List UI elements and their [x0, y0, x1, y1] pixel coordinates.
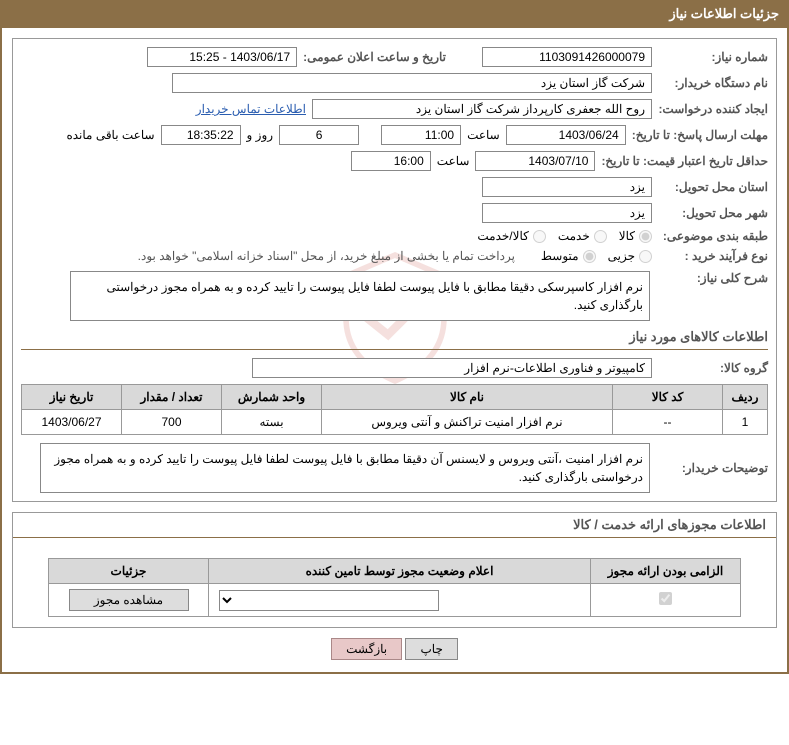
permit-title: اطلاعات مجوزهای ارائه خدمت / کالا: [13, 513, 776, 538]
cat-service-label: خدمت: [558, 229, 590, 243]
payment-note: پرداخت تمام یا بخشی از مبلغ خرید، از محل…: [138, 249, 515, 263]
remaining-time: 18:35:22: [161, 125, 241, 145]
th-qty: تعداد / مقدار: [122, 385, 222, 410]
goods-section-title: اطلاعات کالاهای مورد نیاز: [21, 329, 768, 350]
goods-table: ردیف کد کالا نام کالا واحد شمارش تعداد /…: [21, 384, 768, 435]
th-date: تاریخ نیاز: [22, 385, 122, 410]
view-permit-button[interactable]: مشاهده مجوز: [69, 589, 189, 611]
buyer-note-field: نرم افزار امنیت ،آنتی ویروس و لایسنس آن …: [40, 443, 650, 493]
permit-row: مشاهده مجوز: [49, 584, 741, 617]
remaining-label: ساعت باقی مانده: [66, 128, 154, 142]
th-status: اعلام وضعیت مجوز توسط تامین کننده: [209, 559, 591, 584]
need-no-field: 1103091426000079: [482, 47, 652, 67]
th-unit: واحد شمارش: [222, 385, 322, 410]
td-date: 1403/06/27: [22, 410, 122, 435]
cat-service-option[interactable]: خدمت: [558, 229, 607, 243]
cat-gs-radio[interactable]: [533, 230, 546, 243]
cat-gs-label: کالا/خدمت: [477, 229, 528, 243]
requester-field: روح الله جعفری کارپرداز شرکت گاز استان ی…: [312, 99, 652, 119]
td-unit: بسته: [222, 410, 322, 435]
requester-label: ایجاد کننده درخواست:: [658, 102, 768, 116]
info-box: شماره نیاز: 1103091426000079 تاریخ و ساع…: [12, 38, 777, 502]
days-field: 6: [279, 125, 359, 145]
th-mandatory: الزامی بودن ارائه مجوز: [591, 559, 741, 584]
city-label: شهر محل تحویل:: [658, 206, 768, 220]
validity-date: 1403/07/10: [475, 151, 595, 171]
validity-label: حداقل تاریخ اعتبار قیمت: تا تاریخ:: [601, 154, 768, 168]
process-label: نوع فرآیند خرید :: [658, 249, 768, 263]
proc-partial-label: جزیی: [608, 249, 635, 263]
td-mandatory: [591, 584, 741, 617]
td-name: نرم افزار امنیت تراکنش و آنتی ویروس: [322, 410, 613, 435]
goods-group-field: کامپیوتر و فناوری اطلاعات-نرم افزار: [252, 358, 652, 378]
province-field: یزد: [482, 177, 652, 197]
permit-panel: اطلاعات مجوزهای ارائه خدمت / کالا الزامی…: [12, 512, 777, 628]
province-label: استان محل تحویل:: [658, 180, 768, 194]
cat-service-radio[interactable]: [594, 230, 607, 243]
cat-goods-label: کالا: [619, 229, 635, 243]
td-status: [209, 584, 591, 617]
permit-table: الزامی بودن ارائه مجوز اعلام وضعیت مجوز …: [48, 558, 741, 617]
main-panel: شماره نیاز: 1103091426000079 تاریخ و ساع…: [0, 28, 789, 674]
status-select[interactable]: [219, 590, 439, 611]
panel-header: جزئیات اطلاعات نیاز: [0, 0, 789, 28]
table-row: 1 -- نرم افزار امنیت تراکنش و آنتی ویروس…: [22, 410, 768, 435]
mandatory-checkbox: [659, 592, 672, 605]
validity-time: 16:00: [351, 151, 431, 171]
proc-medium-radio[interactable]: [583, 250, 596, 263]
proc-medium-label: متوسط: [541, 249, 579, 263]
proc-medium-option[interactable]: متوسط: [541, 249, 596, 263]
need-desc-field: نرم افزار کاسپرسکی دقیقا مطابق با فایل پ…: [70, 271, 650, 321]
cat-goods-radio[interactable]: [639, 230, 652, 243]
deadline-time: 11:00: [381, 125, 461, 145]
contact-link[interactable]: اطلاعات تماس خریدار: [196, 102, 306, 116]
category-radios: کالا خدمت کالا/خدمت: [477, 229, 652, 243]
th-name: نام کالا: [322, 385, 613, 410]
days-and-label: روز و: [247, 128, 274, 142]
buyer-org-label: نام دستگاه خریدار:: [658, 76, 768, 90]
print-button[interactable]: چاپ: [405, 638, 457, 660]
proc-partial-radio[interactable]: [639, 250, 652, 263]
th-code: کد کالا: [613, 385, 723, 410]
td-row: 1: [723, 410, 768, 435]
back-button[interactable]: بازگشت: [331, 638, 402, 660]
td-code: --: [613, 410, 723, 435]
city-field: یزد: [482, 203, 652, 223]
deadline-date: 1403/06/24: [506, 125, 626, 145]
cat-gs-option[interactable]: کالا/خدمت: [477, 229, 545, 243]
need-no-label: شماره نیاز:: [658, 50, 768, 64]
td-qty: 700: [122, 410, 222, 435]
need-desc-label: شرح کلی نیاز:: [658, 271, 768, 285]
deadline-label: مهلت ارسال پاسخ: تا تاریخ:: [632, 128, 768, 142]
cat-goods-option[interactable]: کالا: [619, 229, 652, 243]
button-row: چاپ بازگشت: [12, 628, 777, 662]
announce-label: تاریخ و ساعت اعلان عمومی:: [303, 50, 446, 64]
announce-field: 1403/06/17 - 15:25: [147, 47, 297, 67]
proc-partial-option[interactable]: جزیی: [608, 249, 652, 263]
category-label: طبقه بندی موضوعی:: [658, 229, 768, 243]
th-row: ردیف: [723, 385, 768, 410]
time-label-1: ساعت: [467, 128, 500, 142]
time-label-2: ساعت: [437, 154, 470, 168]
td-details: مشاهده مجوز: [49, 584, 209, 617]
goods-group-label: گروه کالا:: [658, 361, 768, 375]
buyer-note-label: توضیحات خریدار:: [658, 461, 768, 475]
th-details: جزئیات: [49, 559, 209, 584]
buyer-org-field: شرکت گاز استان یزد: [172, 73, 652, 93]
process-radios: جزیی متوسط: [541, 249, 652, 263]
